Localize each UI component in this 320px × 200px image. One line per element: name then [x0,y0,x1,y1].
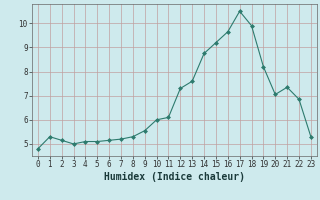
X-axis label: Humidex (Indice chaleur): Humidex (Indice chaleur) [104,172,245,182]
